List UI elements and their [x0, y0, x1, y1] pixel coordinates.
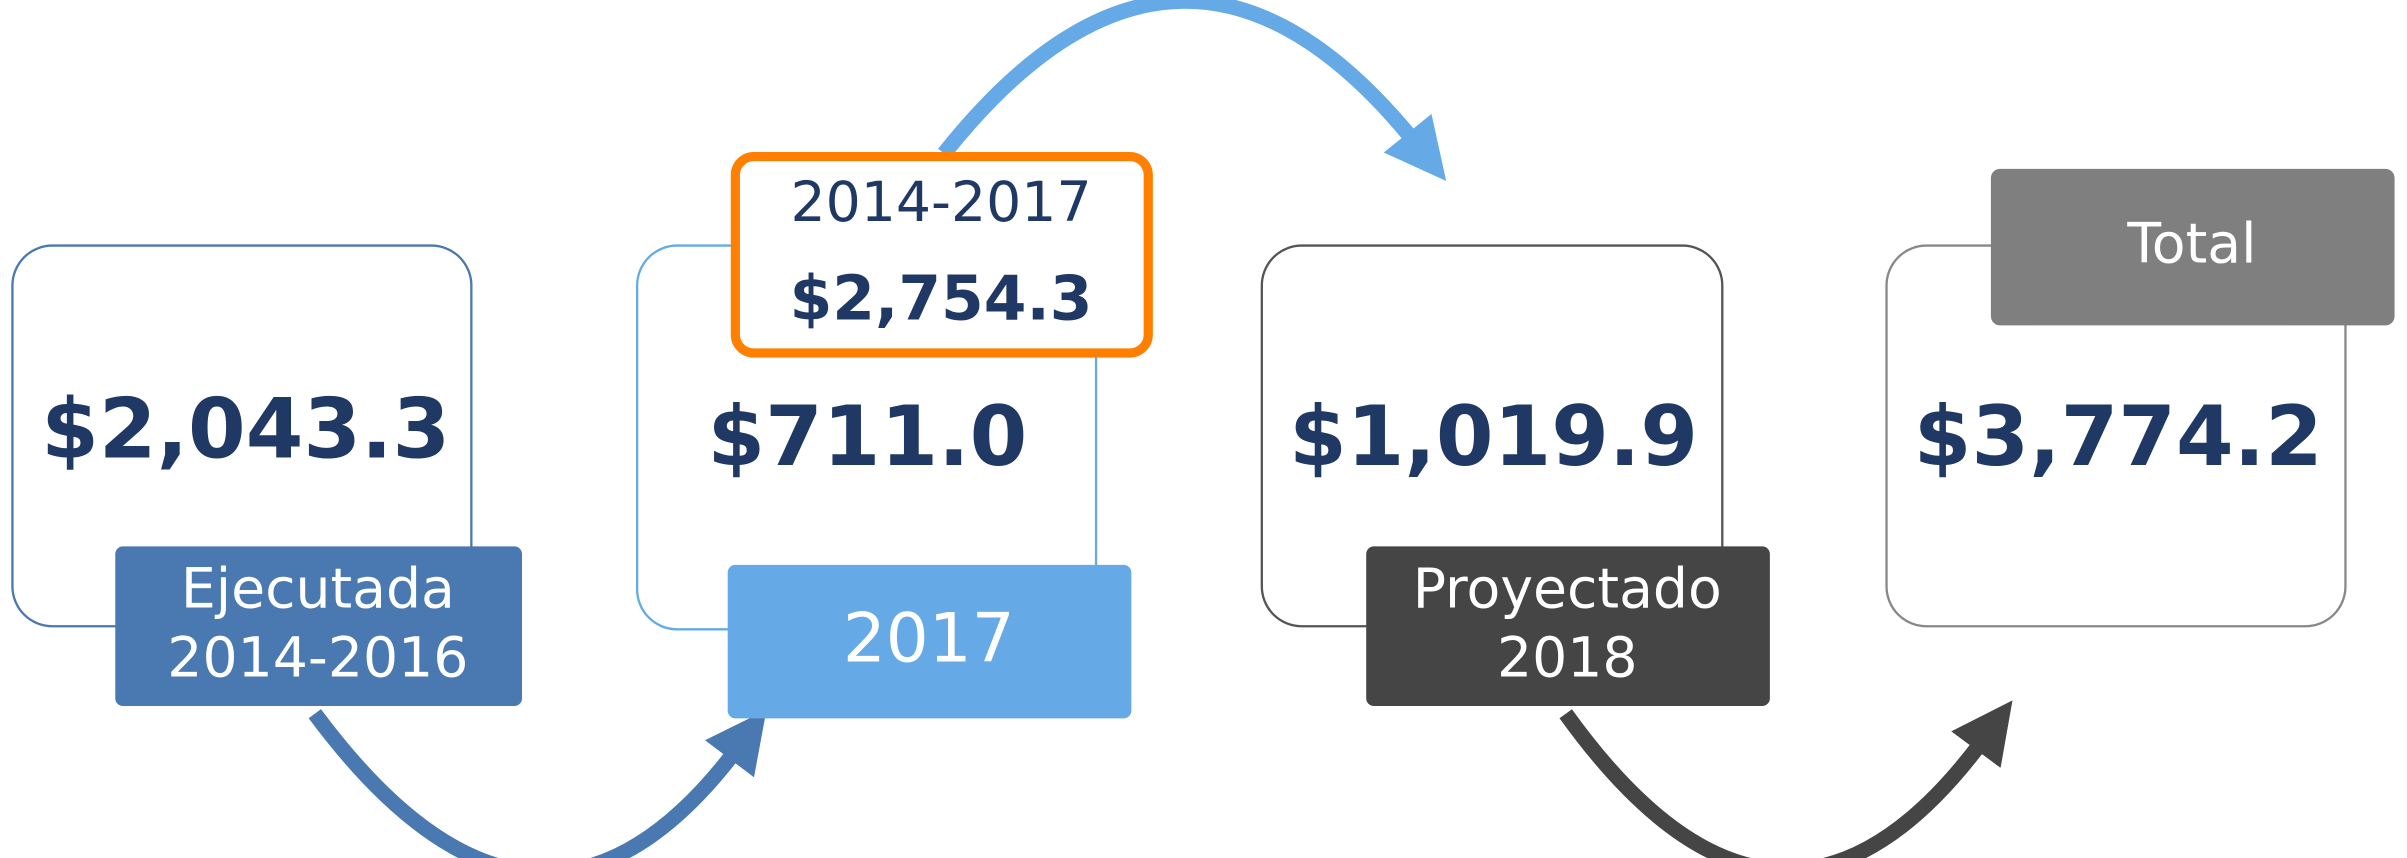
node-amount: $1,019.9	[1289, 388, 1698, 485]
node-label: 2014-2016	[167, 627, 468, 691]
node-label: 2017	[843, 599, 1015, 678]
arrow	[938, 0, 1447, 181]
node-amount: $3,774.2	[1914, 388, 2323, 485]
node-label: Ejecutada	[181, 558, 455, 622]
callout-period: 2014-2017	[790, 171, 1091, 235]
arrow	[1559, 700, 2013, 858]
node-amount: $2,043.3	[41, 380, 450, 477]
node-label-box	[115, 546, 523, 707]
arrow	[308, 709, 767, 858]
callout-amount: $2,754.3	[790, 263, 1093, 334]
node-label: 2018	[1497, 627, 1638, 691]
node-label-box	[1990, 168, 2395, 326]
node-amount: $711.0	[707, 388, 1027, 485]
node-label: Proyectado	[1413, 558, 1722, 622]
node-label: Total	[2126, 212, 2256, 276]
callout-box	[730, 151, 1153, 358]
node-label-box	[727, 564, 1132, 719]
node-label-box	[1366, 546, 1770, 707]
